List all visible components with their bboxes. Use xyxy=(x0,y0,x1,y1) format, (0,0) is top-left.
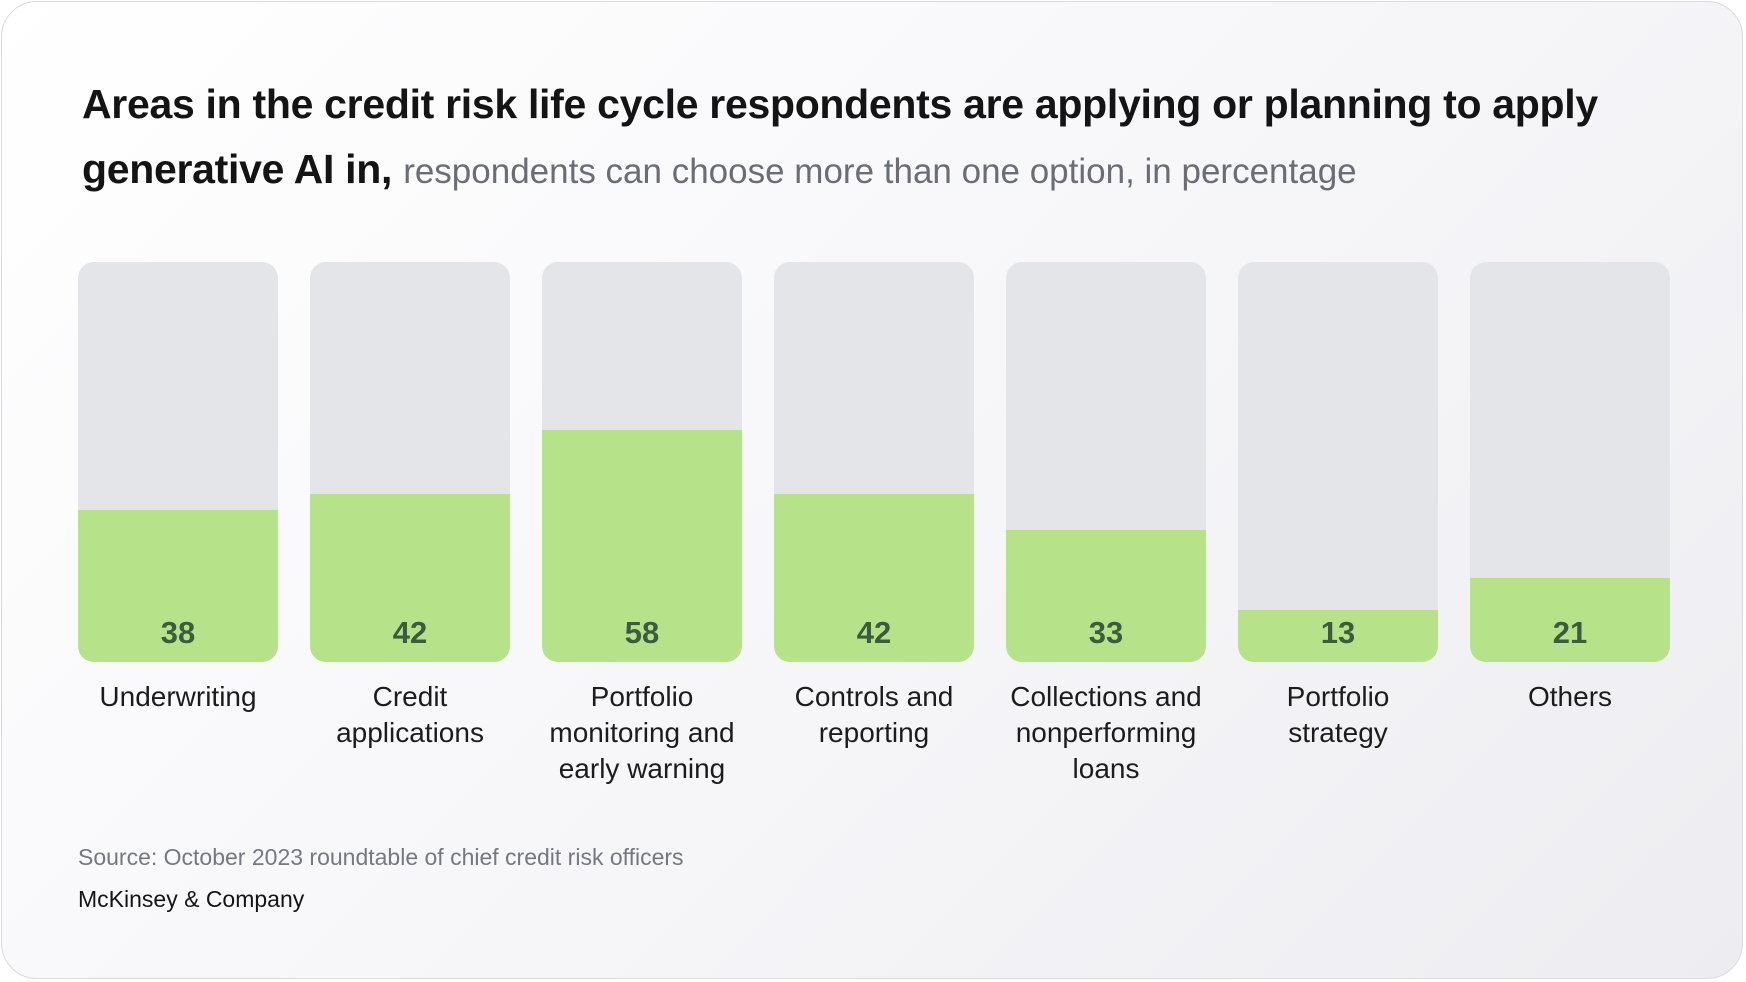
category-label-line: Portfolio xyxy=(591,681,694,712)
category-label-line: Credit xyxy=(373,681,448,712)
bar-group: 33 Collections and nonperforming loans xyxy=(1006,262,1206,784)
category-label: Collections and nonperforming loans xyxy=(1010,681,1201,784)
bar-value-label: 58 xyxy=(625,615,659,650)
bar-group: 42 Controls and reporting xyxy=(774,262,974,748)
category-label-line: Portfolio xyxy=(1287,681,1390,712)
brand-name: McKinsey & Company xyxy=(78,886,305,912)
category-label-line: loans xyxy=(1073,753,1140,784)
category-label-line: Others xyxy=(1528,681,1612,712)
bar xyxy=(774,494,974,662)
category-label: Controls and reporting xyxy=(795,681,954,748)
bar-value-label: 33 xyxy=(1089,615,1123,650)
bar xyxy=(310,494,510,662)
category-label-line: nonperforming xyxy=(1016,717,1197,748)
bar-track xyxy=(1470,262,1670,662)
bar-group: 21 Others xyxy=(1470,262,1670,712)
bar xyxy=(1238,610,1438,662)
category-label-line: reporting xyxy=(819,717,930,748)
category-label-line: early warning xyxy=(559,753,726,784)
category-label: Portfolio monitoring and early warning xyxy=(549,681,734,784)
bar-value-label: 38 xyxy=(161,615,195,650)
source-note: Source: October 2023 roundtable of chief… xyxy=(78,844,684,870)
chart-subtitle: respondents can choose more than one opt… xyxy=(403,152,1357,191)
bar-group: 42 Credit applications xyxy=(310,262,510,748)
bar xyxy=(542,430,742,662)
bar-group: 13 Portfolio strategy xyxy=(1238,262,1438,748)
category-label-line: Controls and xyxy=(795,681,954,712)
bar-value-label: 13 xyxy=(1321,615,1355,650)
bar-value-label: 21 xyxy=(1553,615,1587,650)
bar-group: 38 Underwriting xyxy=(78,262,278,712)
category-label: Credit applications xyxy=(336,681,484,748)
category-label-line: Collections and xyxy=(1010,681,1201,712)
bar xyxy=(1006,530,1206,662)
bar xyxy=(1470,578,1670,662)
category-label: Underwriting xyxy=(99,681,256,712)
category-label-line: monitoring and xyxy=(549,717,734,748)
bar-group: 58 Portfolio monitoring and early warning xyxy=(542,262,742,784)
chart-title-main: Areas in the credit risk life cycle resp… xyxy=(82,81,1598,192)
bar-value-label: 42 xyxy=(857,615,891,650)
category-label: Portfolio strategy xyxy=(1287,681,1390,748)
category-label-line: Underwriting xyxy=(99,681,256,712)
bar xyxy=(78,510,278,662)
chart-title: Areas in the credit risk life cycle resp… xyxy=(82,72,1682,204)
bar-track xyxy=(1238,262,1438,662)
category-label-line: strategy xyxy=(1288,717,1388,748)
category-label-line: applications xyxy=(336,717,484,748)
category-label: Others xyxy=(1528,681,1612,712)
bar-value-label: 42 xyxy=(393,615,427,650)
